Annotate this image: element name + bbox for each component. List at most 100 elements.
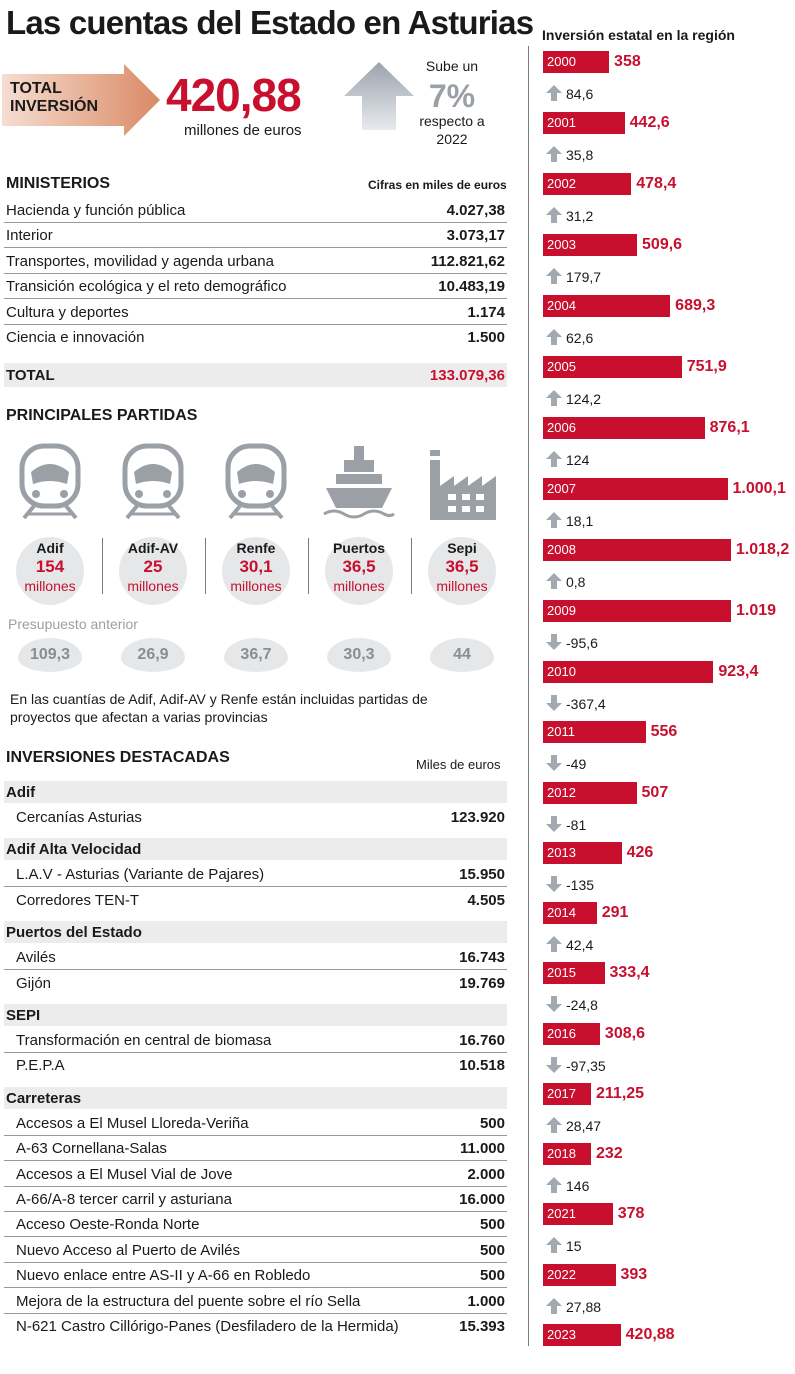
- change-label: 0,8: [566, 574, 586, 590]
- bar-year-label: 2010: [547, 664, 576, 679]
- partida-unit: millones: [333, 578, 385, 594]
- table-row: Accesos a El Musel Vial de Jove 2.000: [4, 1162, 507, 1187]
- partida-unit: millones: [127, 578, 179, 594]
- bar-value-label: 923,4: [718, 663, 759, 680]
- total-value: 420,88: [166, 69, 302, 121]
- row-value: 500: [479, 1267, 505, 1285]
- inversiones-category: Adif Alta Velocidad: [4, 838, 507, 861]
- chart-bar: [543, 1323, 621, 1346]
- rise-post-text: respecto a 2022: [400, 112, 504, 148]
- bar-year-label: 2023: [547, 1326, 576, 1342]
- table-row: Mejora de la estructura del puente sobre…: [4, 1289, 507, 1314]
- change-label: 124,2: [566, 391, 602, 407]
- bar-value-label: 1.000,1: [732, 480, 786, 497]
- bar-value-label: 876,1: [709, 419, 750, 436]
- table-row: A-63 Cornellana-Salas 11.000: [4, 1136, 507, 1162]
- change-label: 42,4: [566, 937, 594, 953]
- chart-bar: [543, 1143, 591, 1165]
- category-label: Carreteras: [6, 1089, 82, 1107]
- bar-year-label: 2009: [547, 603, 576, 618]
- ministerios-total-row: TOTAL 133.079,36: [4, 363, 507, 387]
- partidas-note: En las cuantías de Adif, Adif-AV y Renfe…: [10, 691, 428, 725]
- inversiones-category: SEPI: [4, 1004, 507, 1026]
- partida-unit: millones: [24, 578, 76, 594]
- change-label: 124: [566, 452, 590, 468]
- inversiones-category: Puertos del Estado: [4, 921, 507, 944]
- bar-value-label: 689,3: [675, 297, 716, 314]
- partida-value: 36,5: [445, 557, 479, 576]
- chart-bar: [543, 1203, 613, 1226]
- table-row: Cultura y deportes 1.174: [4, 300, 507, 325]
- table-row: N-621 Castro Cillórigo-Panes (Desfilader…: [4, 1314, 507, 1339]
- bar-value-label: 426: [626, 843, 654, 861]
- chart-bar: [543, 600, 731, 622]
- up-arrow-icon: [545, 1176, 563, 1199]
- partida-name: Sepi: [447, 540, 477, 556]
- up-arrow-icon: [545, 84, 563, 107]
- rise-value: 7%: [428, 78, 476, 114]
- up-arrow-icon: [545, 389, 563, 412]
- chart-bar: [543, 841, 622, 864]
- table-row: Ciencia e innovación 1.500: [4, 325, 507, 350]
- chart-bar: [543, 661, 714, 683]
- bar-year-label: 2007: [547, 481, 576, 496]
- row-label: P.E.P.A: [16, 1057, 65, 1075]
- table-row: Corredores TEN-T 4.505: [4, 888, 507, 913]
- partida-unit: millones: [436, 578, 488, 594]
- row-label: Cercanías Asturias: [16, 809, 142, 826]
- row-label: Acceso Oeste-Ronda Norte: [16, 1216, 200, 1234]
- row-value: 15.950: [459, 866, 505, 884]
- bar-year-label: 2014: [547, 905, 576, 920]
- row-value: 16.000: [459, 1191, 505, 1208]
- table-row: Transportes, movilidad y agenda urbana 11…: [4, 249, 507, 274]
- prev-budget-value: 26,9: [121, 638, 185, 672]
- partida-separator: [101, 538, 103, 594]
- category-label: Adif Alta Velocidad: [6, 841, 142, 859]
- partida-circle: [428, 537, 496, 605]
- partida-value: 30,1: [239, 557, 273, 576]
- row-value: 500: [479, 1114, 505, 1132]
- row-label: Cultura y deportes: [6, 303, 129, 321]
- chart-bar: [543, 721, 646, 744]
- chart-bar: [543, 478, 728, 500]
- chart-bar: [543, 1082, 591, 1105]
- table-row: P.E.P.A 10.518: [4, 1053, 507, 1078]
- partida-separator: [410, 538, 412, 594]
- table-row: Cercanías Asturias 123.920: [4, 805, 507, 830]
- down-arrow-icon: [545, 633, 563, 656]
- bar-year-label: 2021: [547, 1206, 576, 1222]
- bar-value-label: 442,6: [629, 114, 670, 131]
- row-value: 16.760: [459, 1032, 505, 1049]
- row-label: Nuevo enlace entre AS-II y A-66 en Roble…: [16, 1267, 311, 1285]
- bar-value-label: 751,9: [686, 358, 727, 375]
- table-row: L.A.V - Asturias (Variante de Pajares) 15…: [4, 862, 507, 888]
- bar-value-label: 232: [596, 1145, 623, 1162]
- bar-value-label: 358: [614, 53, 641, 70]
- row-value: 500: [479, 1216, 505, 1234]
- category-label: SEPI: [6, 1007, 41, 1024]
- row-value: 123.920: [450, 809, 505, 826]
- bar-year-label: 2018: [547, 1146, 576, 1161]
- bar-year-label: 2006: [547, 420, 576, 435]
- row-value: 3.073,17: [446, 227, 505, 245]
- bar-value-label: 378: [617, 1205, 645, 1223]
- table-row: Nuevo Acceso al Puerto de Avilés 500: [4, 1238, 507, 1263]
- bar-value-label: 507: [641, 783, 669, 801]
- table-row: Acceso Oeste-Ronda Norte 500: [4, 1212, 507, 1238]
- partidas-heading: PRINCIPALES PARTIDAS: [6, 407, 198, 424]
- partida-name: Renfe: [236, 540, 276, 556]
- page-title: Las cuentas del Estado en Asturias: [6, 4, 534, 41]
- row-value: 16.743: [459, 949, 505, 967]
- category-label: Adif: [6, 784, 36, 801]
- row-value: 1.000: [467, 1292, 505, 1310]
- bar-value-label: 333,4: [609, 964, 650, 982]
- row-value: 1.174: [467, 303, 505, 321]
- row-label: Transformación en central de biomasa: [16, 1032, 272, 1049]
- up-arrow-icon: [545, 1116, 563, 1139]
- row-label: Gijón: [16, 974, 52, 992]
- prev-budget-value: 109,3: [18, 638, 82, 672]
- chart-bar: [543, 112, 625, 134]
- bar-value-label: 291: [601, 904, 629, 921]
- bar-value-label: 211,25: [596, 1084, 645, 1102]
- chart-bar: [543, 295, 671, 317]
